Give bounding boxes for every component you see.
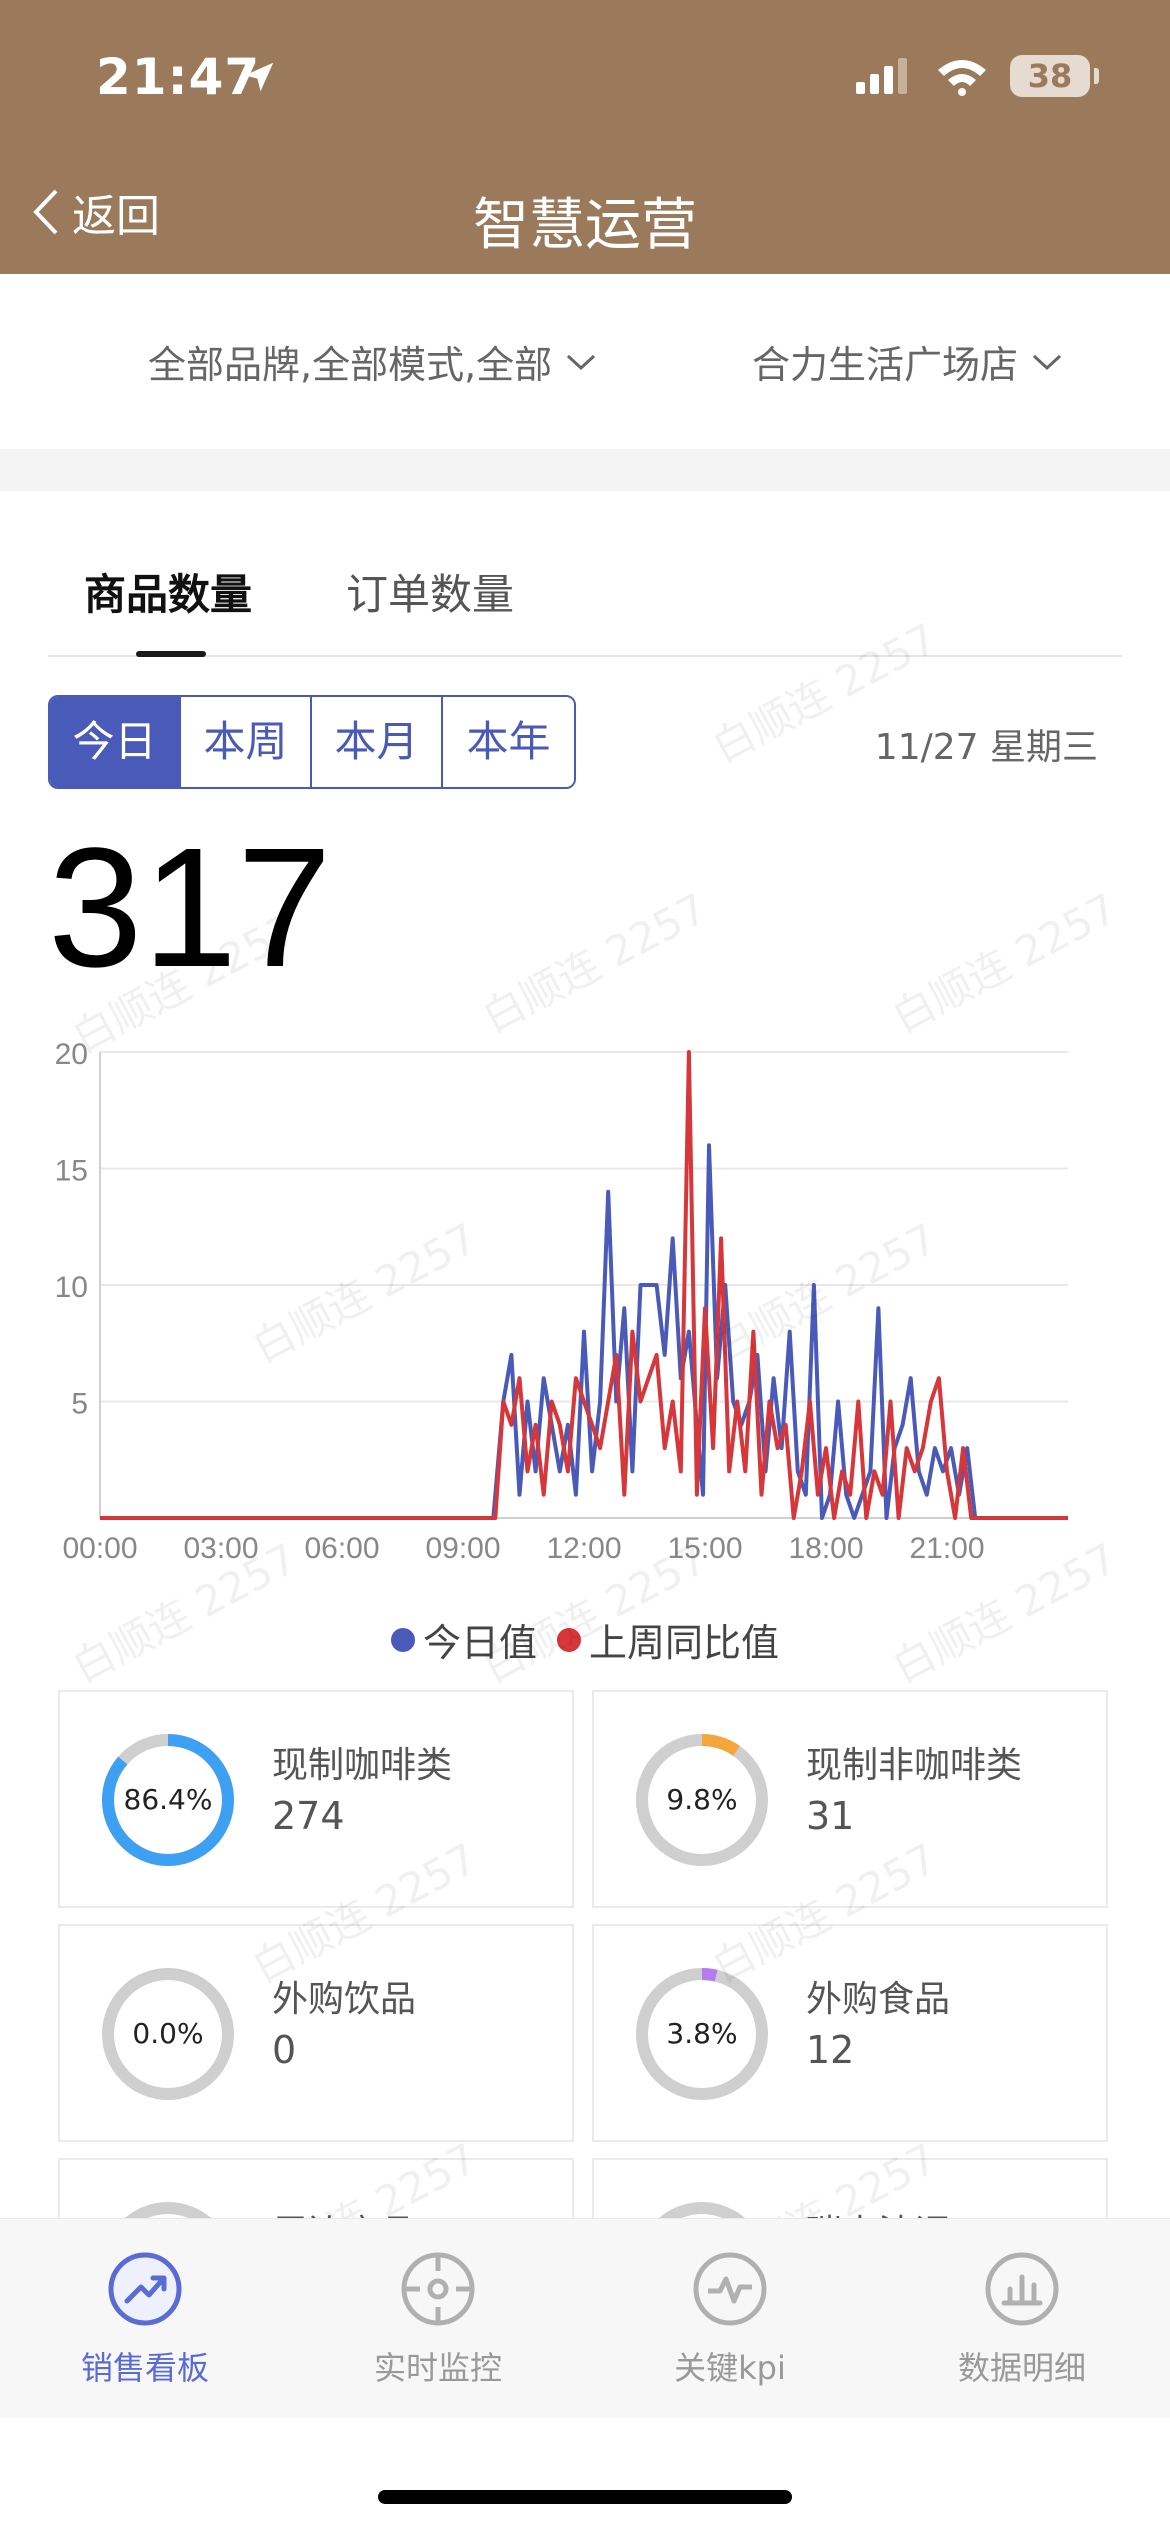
back-button[interactable]: 返回 (30, 172, 160, 252)
period-year-button[interactable]: 本年 (443, 697, 574, 787)
chart-legend: 今日值 上周同比值 (0, 1612, 1170, 1667)
back-label: 返回 (72, 191, 160, 242)
category-card[interactable]: 9.8% 现制非咖啡类 31 (592, 1690, 1108, 1908)
y-tick-label: 5 (71, 1388, 88, 1421)
x-tick-label: 00:00 (62, 1532, 137, 1565)
x-tick-label: 15:00 (667, 1532, 742, 1565)
tabbar-item-sales[interactable]: 销售看板 (45, 2249, 245, 2389)
pulse-icon (693, 2252, 767, 2326)
tab-product-count[interactable]: 商品数量 (84, 570, 253, 619)
category-name: 现制非咖啡类 (806, 1745, 1023, 1786)
store-filter-label: 合力生活广场店 (752, 343, 1019, 387)
category-card[interactable]: 86.4% 现制咖啡类 274 (58, 1690, 574, 1908)
category-percent: 86.4% (123, 1783, 213, 1816)
category-value: 274 (272, 1794, 345, 1838)
donut-ring (102, 1734, 234, 1866)
donut-track (102, 1968, 234, 2100)
category-value: 31 (806, 1794, 855, 1838)
y-tick-label: 20 (55, 1038, 88, 1071)
chevron-left-icon (33, 189, 58, 235)
brand-mode-filter[interactable]: 全部品牌,全部模式,全部 (148, 334, 596, 389)
section-divider (0, 449, 1170, 491)
category-name: 外购饮品 (272, 1979, 417, 2020)
filter-bar: 全部品牌,全部模式,全部 合力生活广场店 (0, 274, 1170, 449)
tabbar-item-kpi[interactable]: 关键kpi (630, 2249, 830, 2389)
tabbar-item-details[interactable]: 数据明细 (922, 2249, 1122, 2389)
brand-mode-filter-label: 全部品牌,全部模式,全部 (148, 343, 553, 387)
tabbar-label-details: 数据明细 (957, 2349, 1086, 2387)
signal-icon (856, 58, 907, 94)
period-month-button[interactable]: 本月 (312, 697, 443, 787)
home-indicator (378, 2490, 792, 2504)
x-tick-label: 18:00 (788, 1532, 863, 1565)
tabbar-label-monitor: 实时监控 (373, 2349, 502, 2387)
category-card[interactable]: 0.0% 外购饮品 0 (58, 1924, 574, 2142)
tabbar-label-kpi: 关键kpi (674, 2349, 786, 2387)
location-arrow-icon (244, 62, 274, 92)
x-tick-label: 12:00 (546, 1532, 621, 1565)
category-name: 现制咖啡类 (272, 1745, 453, 1786)
legend-item-last-week[interactable]: 上周同比值 (557, 1612, 779, 1667)
chevron-down-icon (567, 354, 596, 370)
donut-ring (636, 1968, 768, 2100)
donut-ring (102, 1968, 234, 2100)
bottom-tab-bar: 销售看板 实时监控 关键kpi 数据明细 (0, 2218, 1170, 2418)
page-title: 智慧运营 (473, 193, 697, 258)
legend-label-today: 今日值 (422, 1621, 537, 1665)
active-tab-indicator (136, 651, 206, 657)
tabbar-label-sales: 销售看板 (80, 2349, 209, 2387)
today-dot-icon (390, 1627, 415, 1652)
metric-tabs: 商品数量 订单数量 (48, 491, 1122, 657)
donut-arc (636, 1968, 768, 2100)
series-line-today (100, 1143, 1068, 1520)
store-filter[interactable]: 合力生活广场店 (752, 334, 1062, 389)
x-tick-label: 06:00 (304, 1532, 379, 1565)
legend-item-today[interactable]: 今日值 (390, 1612, 537, 1667)
status-time: 21:47 (96, 48, 261, 106)
period-week-button[interactable]: 本周 (181, 697, 312, 787)
x-tick-label: 21:00 (909, 1532, 984, 1565)
donut-ring (636, 1734, 768, 1866)
tabbar-item-monitor[interactable]: 实时监控 (338, 2249, 538, 2389)
trend-up-icon (108, 2252, 182, 2326)
category-value: 0 (272, 2028, 297, 2072)
nav-bar: 返回 智慧运营 (0, 150, 1170, 274)
total-count: 317 (48, 813, 332, 1003)
y-tick-label: 10 (55, 1271, 88, 1304)
category-percent: 0.0% (132, 2017, 204, 2050)
category-card[interactable]: 3.8% 外购食品 12 (592, 1924, 1108, 2142)
x-tick-label: 03:00 (183, 1532, 258, 1565)
series-line-last-week (100, 1050, 1068, 1520)
category-percent: 3.8% (666, 2017, 738, 2050)
hourly-line-chart: 20 15 10 5 00:00 03:00 06:00 09:00 12:00 15:00 18:… (55, 1038, 1068, 1565)
status-bar: 21:47 38 (0, 0, 1170, 150)
battery-indicator: 38 (1010, 55, 1099, 97)
current-date: 11/27 星期三 (874, 727, 1098, 768)
donut-arc (102, 1734, 234, 1866)
x-tick-label: 09:00 (425, 1532, 500, 1565)
chevron-down-icon (1032, 354, 1062, 370)
donut-arc (636, 1734, 768, 1866)
crosshair-icon (401, 2252, 475, 2326)
tab-order-count[interactable]: 订单数量 (346, 570, 515, 619)
bar-chart-icon (985, 2252, 1059, 2326)
category-percent: 9.8% (666, 1783, 738, 1816)
legend-label-last-week: 上周同比值 (589, 1621, 780, 1665)
category-value: 12 (806, 2028, 855, 2072)
wifi-icon (938, 60, 986, 96)
period-today-button[interactable]: 今日 (50, 697, 181, 787)
period-selector: 今日 本周 本月 本年 (48, 695, 576, 789)
category-name: 外购食品 (806, 1979, 951, 2020)
last-week-dot-icon (557, 1627, 581, 1652)
y-tick-label: 15 (55, 1155, 88, 1188)
